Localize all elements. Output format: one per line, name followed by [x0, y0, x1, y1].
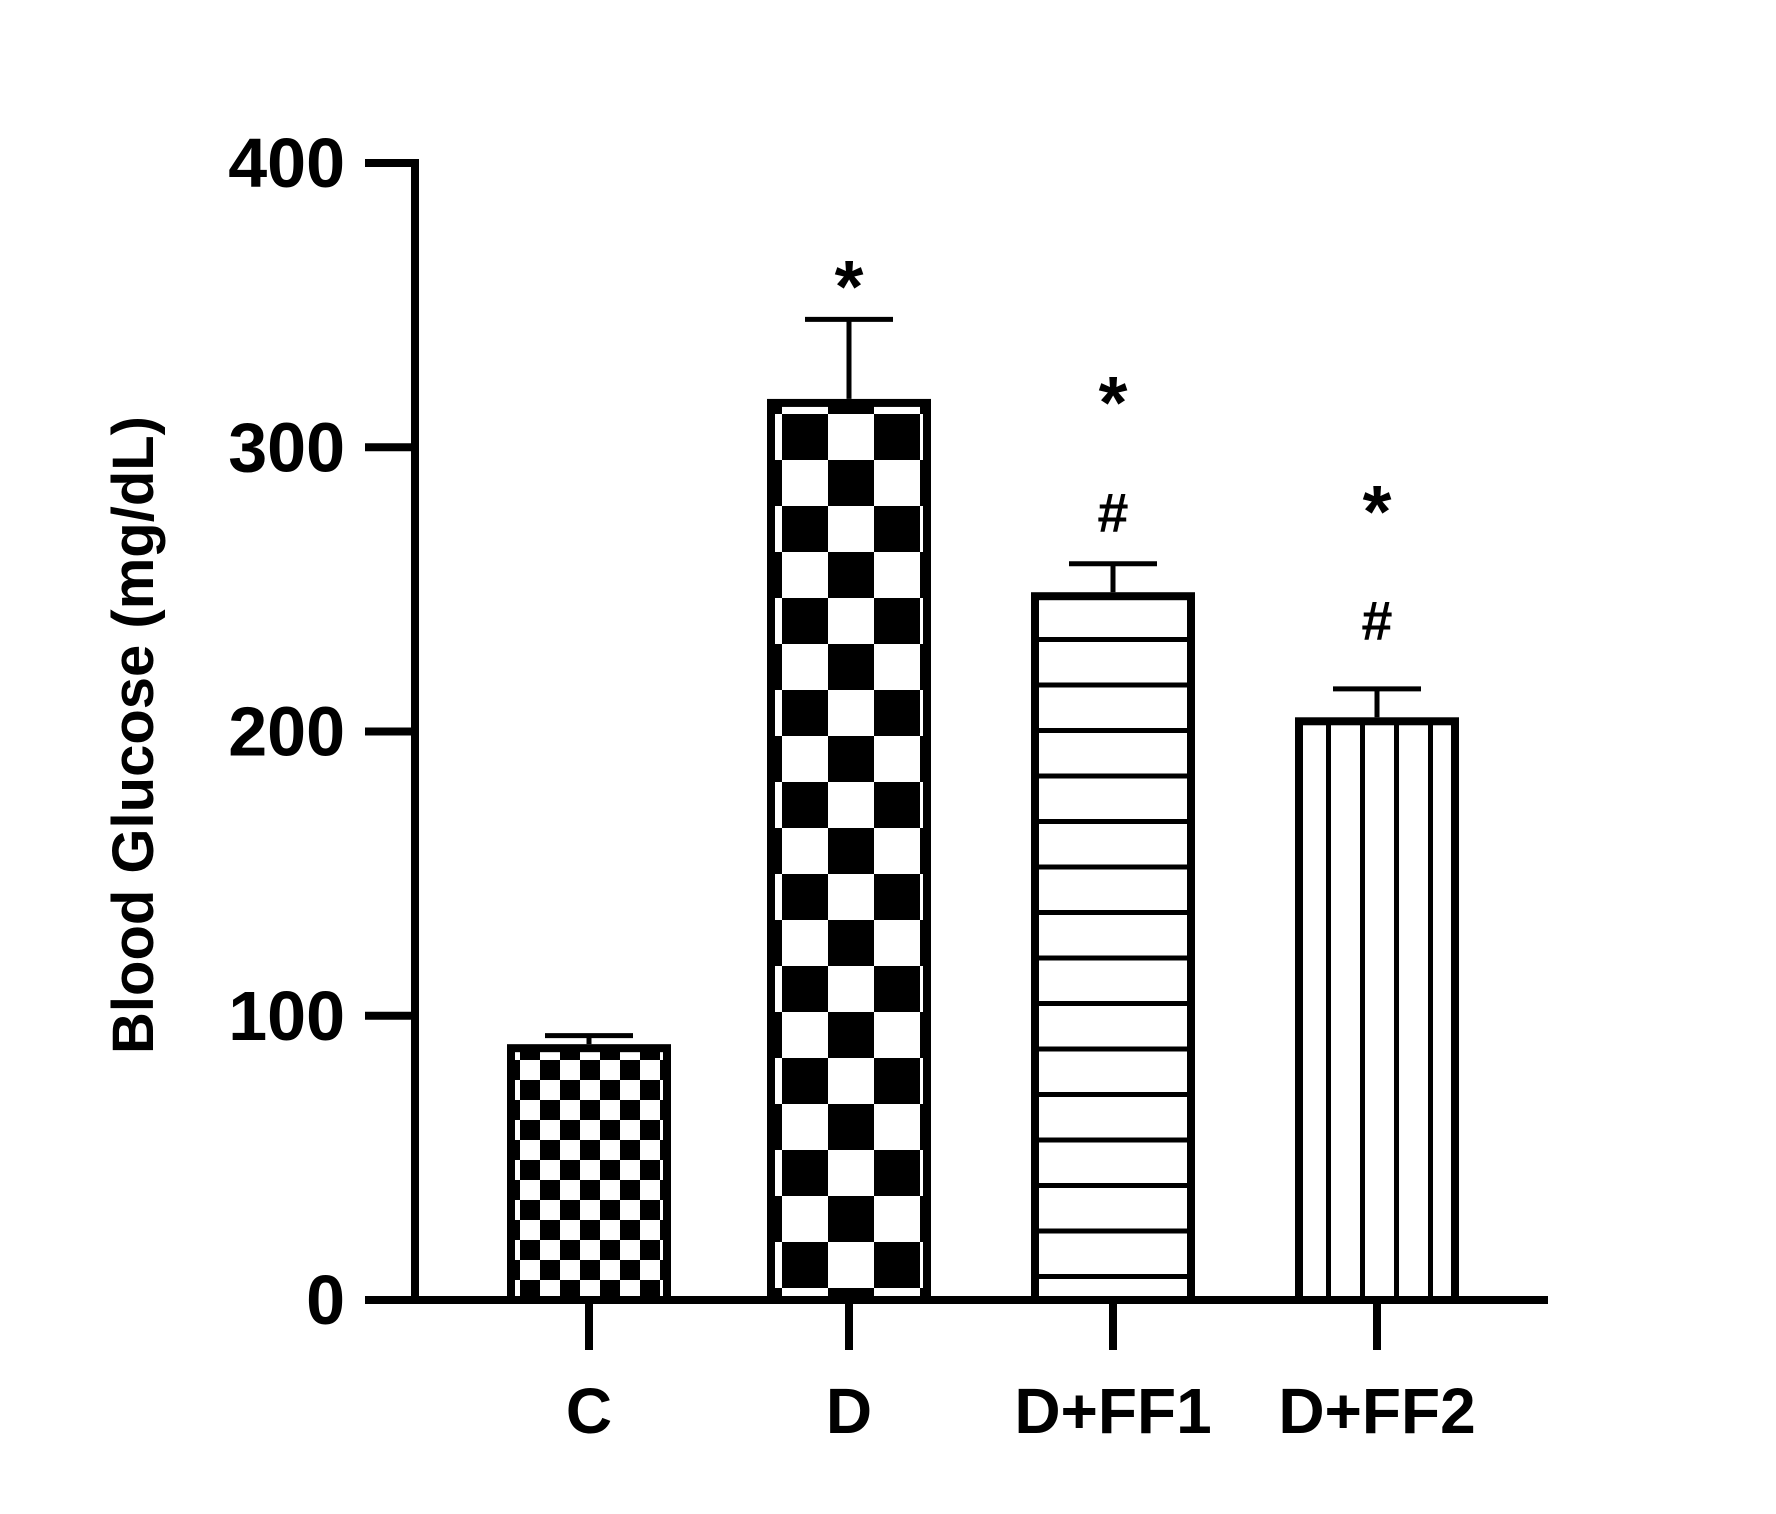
bar-D [767, 398, 931, 1304]
y-tick-label-0: 0 [306, 1261, 345, 1339]
bar-D+FF2 [1295, 717, 1459, 1304]
x-tick-label-D+FF1: D+FF1 [1014, 1375, 1211, 1447]
x-tick-label-D+FF2: D+FF2 [1278, 1375, 1475, 1447]
x-tick-label-D: D [826, 1375, 872, 1447]
annotation-D-star: * [835, 245, 864, 328]
annotation-D+FF2-hash: # [1361, 589, 1392, 652]
y-axis-label: Blood Glucose (mg/dL) [101, 416, 166, 1054]
annotation-D+FF2-star: * [1363, 470, 1392, 553]
annotation-D+FF1-star: * [1099, 361, 1128, 444]
bar-C [507, 1044, 671, 1305]
y-tick-label-200: 200 [228, 693, 345, 771]
bars [507, 316, 1459, 1305]
labels: 0 100 200 300 400 C D D+FF1 D+FF2 * * # * # [228, 124, 1475, 1447]
y-tick-label-300: 300 [228, 408, 345, 486]
annotation-D+FF1-hash: # [1097, 481, 1128, 544]
y-tick-label-400: 400 [228, 124, 345, 202]
y-tick-label-100: 100 [228, 977, 345, 1055]
bar-D+FF1 [1031, 592, 1195, 1304]
x-tick-label-C: C [566, 1375, 612, 1447]
